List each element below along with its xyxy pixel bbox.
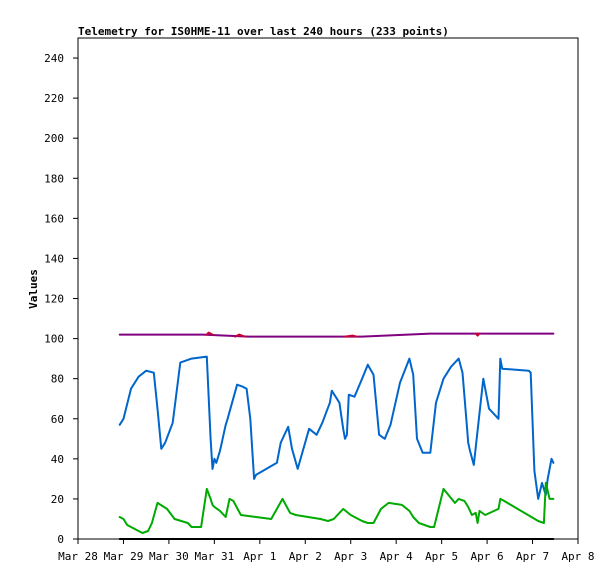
x-tick-label: Apr 2 [289, 550, 322, 563]
y-tick-label: 20 [51, 493, 64, 506]
x-tick-label: Apr 4 [380, 550, 413, 563]
x-tick-label: Apr 6 [471, 550, 504, 563]
x-tick-label: Mar 28 [58, 550, 98, 563]
x-tick-label: Apr 3 [334, 550, 367, 563]
x-tick-label: Apr 7 [516, 550, 549, 563]
x-axis: Mar 28 Mar 29 Mar 30 Mar 31 Apr 1 Apr 2 Apr 3 A… [58, 539, 595, 563]
series-3-segment-0 [205, 331, 214, 336]
y-tick-label: 200 [44, 132, 64, 145]
y-tick-label: 140 [44, 252, 64, 265]
y-tick-label: 40 [51, 453, 64, 466]
x-tick-label: Apr 1 [243, 550, 276, 563]
series-3-segment-3 [474, 332, 481, 337]
y-tick-label: 180 [44, 172, 64, 185]
series-3-segment-2 [344, 334, 358, 338]
y-tick-label: 240 [44, 52, 64, 65]
y-tick-label: 160 [44, 212, 64, 225]
y-tick-label: 60 [51, 413, 64, 426]
y-tick-label: 220 [44, 92, 64, 105]
y-tick-label: 120 [44, 293, 64, 306]
series-1-line [118, 481, 555, 534]
series-layer [118, 331, 555, 540]
series-2-line [118, 332, 555, 338]
series-0-line [118, 355, 555, 500]
x-tick-label: Apr 8 [561, 550, 594, 563]
x-tick-label: Mar 30 [149, 550, 189, 563]
y-axis: 0 20 40 60 80 100 120 140 160 180 200 220 240 [44, 52, 78, 546]
x-tick-label: Apr 5 [425, 550, 458, 563]
y-tick-label: 100 [44, 333, 64, 346]
series-3-segment-1 [234, 333, 246, 338]
x-tick-label: Mar 31 [194, 550, 234, 563]
x-tick-label: Mar 29 [104, 550, 144, 563]
y-tick-label: 80 [51, 373, 64, 386]
chart-title: Telemetry for IS0HME-11 over last 240 ho… [78, 25, 449, 38]
y-axis-title: Values [27, 269, 40, 309]
plot-area [77, 37, 579, 540]
y-tick-label: 0 [57, 533, 64, 546]
